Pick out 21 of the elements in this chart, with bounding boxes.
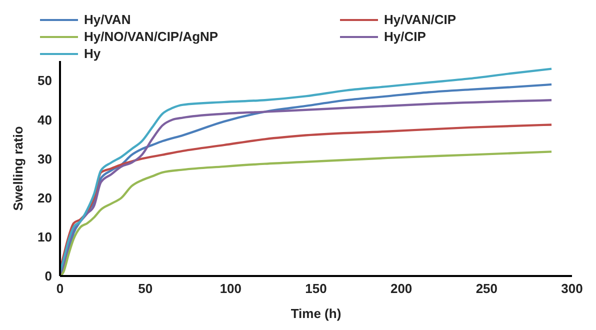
legend-label: Hy/CIP bbox=[384, 29, 426, 44]
x-tick-label: 250 bbox=[476, 281, 498, 296]
y-tick-label: 30 bbox=[38, 151, 52, 166]
y-tick-label: 20 bbox=[38, 190, 52, 206]
x-tick-label: 0 bbox=[56, 281, 64, 296]
y-tick-label: 40 bbox=[38, 112, 52, 128]
x-tick-label: 200 bbox=[390, 281, 412, 296]
y-tick-label: 0 bbox=[44, 268, 52, 284]
x-tick-label: 150 bbox=[305, 281, 327, 296]
x-tick-label: 50 bbox=[138, 281, 153, 296]
legend-label: Hy/VAN/CIP bbox=[384, 12, 456, 27]
legend-label: Hy bbox=[84, 46, 101, 61]
y-tick-label: 50 bbox=[38, 73, 52, 88]
y-axis-title: Swelling ratio bbox=[10, 126, 26, 211]
x-tick-label: 100 bbox=[220, 281, 242, 296]
legend-label: Hy/NO/VAN/CIP/AgNP bbox=[84, 29, 218, 44]
line-series bbox=[60, 150, 553, 276]
x-axis-title: Time (h) bbox=[290, 306, 342, 321]
x-tick-label: 300 bbox=[561, 281, 583, 296]
y-tick-label: 10 bbox=[38, 230, 52, 245]
legend-label: Hy/VAN bbox=[84, 12, 131, 27]
